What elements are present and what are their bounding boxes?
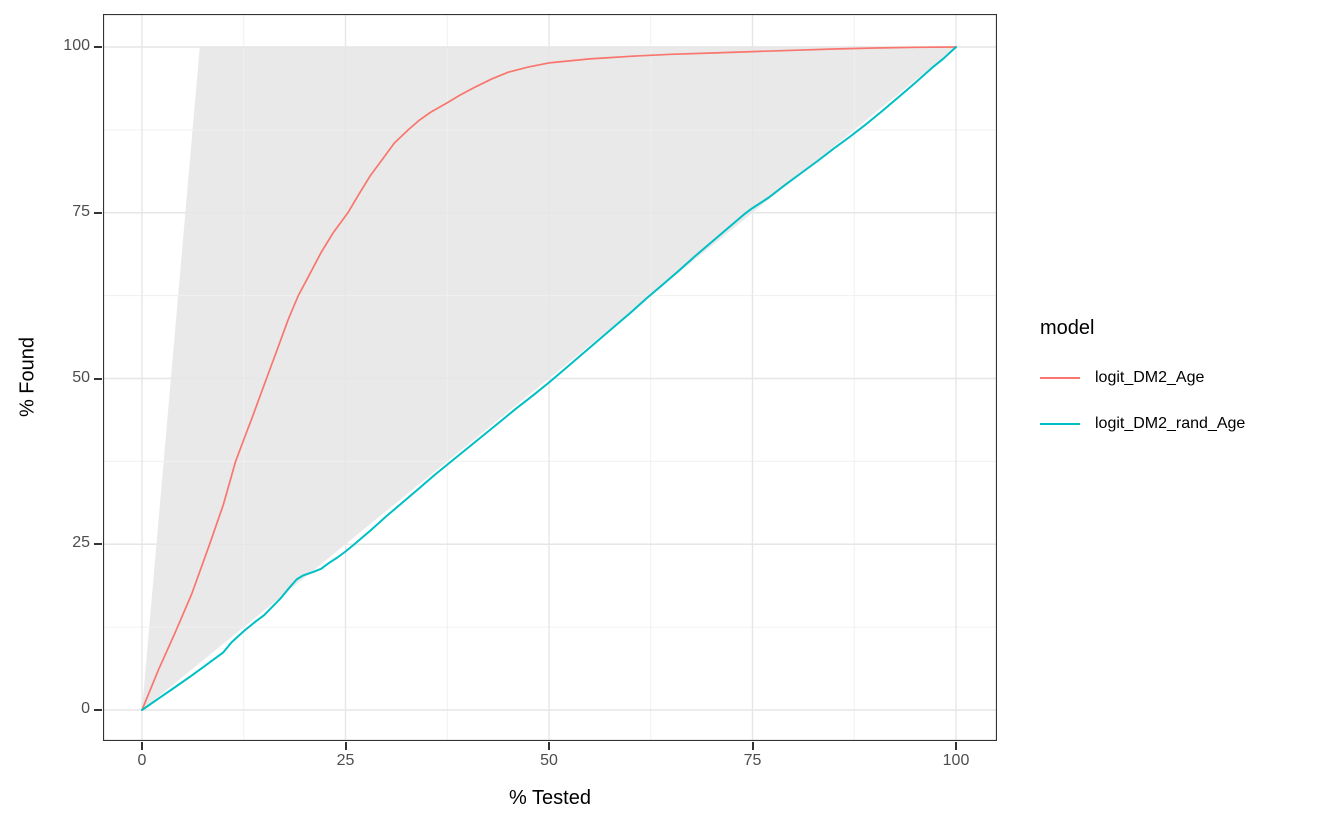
y-tick-label: 0: [81, 700, 90, 718]
y-axis-title: % Found: [16, 336, 39, 418]
y-tick-label: 25: [72, 534, 90, 552]
x-tick-mark: [344, 742, 347, 750]
legend-item-label: logit_DM2_rand_Age: [1095, 415, 1246, 432]
x-tick-mark: [548, 742, 550, 750]
x-tick-label: 25: [336, 752, 355, 769]
panel-border: [103, 14, 997, 741]
y-tick-mark: [94, 46, 102, 48]
x-axis-title: % Tested: [509, 787, 591, 809]
legend-item: logit_DM2_Age: [1040, 366, 1245, 390]
y-tick-label: 100: [63, 37, 90, 55]
x-tick-mark: [955, 742, 957, 750]
y-tick-label: 75: [72, 202, 90, 220]
x-tick-label: 75: [743, 752, 762, 769]
y-tick-mark: [94, 709, 102, 711]
legend-item-label: logit_DM2_Age: [1095, 369, 1205, 386]
legend: model logit_DM2_Age logit_DM2_rand_Age: [1040, 317, 1245, 458]
y-tick-mark: [94, 377, 102, 380]
legend-line-swatch-teal: [1040, 423, 1080, 425]
legend-title: model: [1040, 317, 1095, 339]
x-tick-mark: [751, 742, 754, 750]
y-tick-mark: [94, 543, 102, 546]
y-tick-mark: [94, 211, 102, 214]
series-line-logit_DM2_rand_Age: [141, 46, 957, 711]
series-line-logit_DM2_Age: [141, 46, 957, 711]
y-tick-label: 50: [72, 368, 90, 386]
legend-line-swatch-red: [1040, 377, 1080, 379]
x-tick-label: 0: [137, 752, 147, 769]
chart-panel: [103, 14, 997, 741]
x-tick-label: 50: [540, 752, 558, 769]
x-tick-mark: [141, 742, 143, 750]
legend-item: logit_DM2_rand_Age: [1040, 412, 1245, 436]
x-tick-label: 100: [942, 752, 970, 769]
